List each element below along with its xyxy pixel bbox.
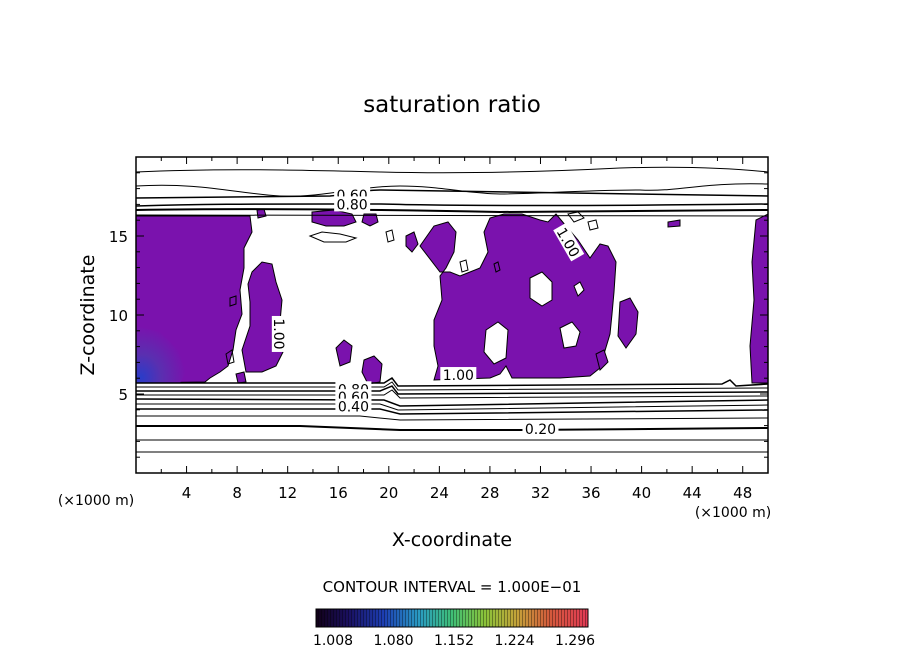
colorbar-tick-label: 1.080: [373, 633, 413, 649]
y-unit-label: (×1000 m): [58, 493, 134, 509]
x-tick-label: 40: [632, 484, 651, 502]
contour-label-bg: [334, 196, 371, 212]
x-tick-label: 36: [581, 484, 600, 502]
supersaturated-region: [361, 355, 383, 385]
y-axis-label: Z-coordinate: [77, 255, 99, 376]
contour-labels: 0.600.801.001.001.000.800.600.400.20: [270, 186, 585, 438]
y-tick-label: 5: [118, 386, 128, 404]
x-axis: 4 8 12 16 20 24 28 32 36 40 44 48: [160, 157, 752, 502]
contour-label-bg: [440, 367, 477, 383]
colorbar-tick-label: 1.008: [313, 633, 353, 649]
subsaturated-hole: [483, 321, 509, 365]
x-tick-label: 28: [480, 484, 499, 502]
x-unit-label: (×1000 m): [695, 505, 771, 521]
x-tick-label: 24: [430, 484, 449, 502]
contour-label-bg: [522, 420, 559, 436]
x-tick-label: 32: [531, 484, 550, 502]
y-tick-label: 15: [109, 228, 128, 246]
subsaturated-hole: [529, 271, 553, 307]
supersaturated-region: [235, 371, 247, 384]
supersaturated-region: [749, 213, 768, 384]
x-axis-label: X-coordinate: [392, 529, 512, 551]
contour-label-bg: [271, 315, 287, 352]
colorbar-labels: 1.008 1.080 1.152 1.224 1.296: [313, 633, 595, 649]
contour-label: 1.00: [270, 318, 286, 349]
contour-label: 1.00: [443, 368, 474, 384]
supersaturated-region: [335, 339, 353, 367]
contour-interval-label: CONTOUR INTERVAL = 1.000E−01: [323, 578, 582, 596]
supersaturated-region: [419, 213, 617, 381]
x-tick-label: 16: [329, 484, 348, 502]
colorbar-frame: [315, 608, 589, 628]
y-axis: 5 10 15: [109, 172, 768, 458]
subsaturated-hole: [573, 281, 585, 297]
supersaturated-region: [667, 219, 681, 228]
contour-label: 0.20: [525, 422, 556, 438]
x-tick-label: 12: [278, 484, 297, 502]
colorbar-tick-label: 1.224: [494, 633, 534, 649]
supersaturated-region: [136, 326, 186, 383]
colorbar: [315, 608, 589, 628]
x-tick-label: 48: [733, 484, 752, 502]
x-tick-label: 44: [683, 484, 702, 502]
supersaturated-region: [405, 231, 419, 253]
supersaturated-region: [256, 208, 267, 219]
supersaturated-region: [361, 213, 379, 227]
colorbar-stripes: [316, 609, 588, 627]
x-tick-label: 4: [182, 484, 192, 502]
subsaturated-hole: [559, 321, 581, 349]
contour-label: 0.80: [337, 197, 368, 213]
contour-label: 0.40: [338, 400, 369, 416]
x-tick-label: 8: [232, 484, 242, 502]
chart-title: saturation ratio: [363, 92, 541, 118]
contour-label-bg: [335, 398, 372, 414]
contour-field: [136, 166, 768, 453]
supersaturated-region: [595, 349, 609, 371]
colorbar-tick-label: 1.296: [555, 633, 595, 649]
y-tick-label: 10: [109, 307, 128, 325]
x-tick-label: 20: [379, 484, 398, 502]
supersaturated-region: [617, 297, 639, 349]
colorbar-tick-label: 1.152: [434, 633, 474, 649]
contour-label-bg: [553, 222, 585, 262]
